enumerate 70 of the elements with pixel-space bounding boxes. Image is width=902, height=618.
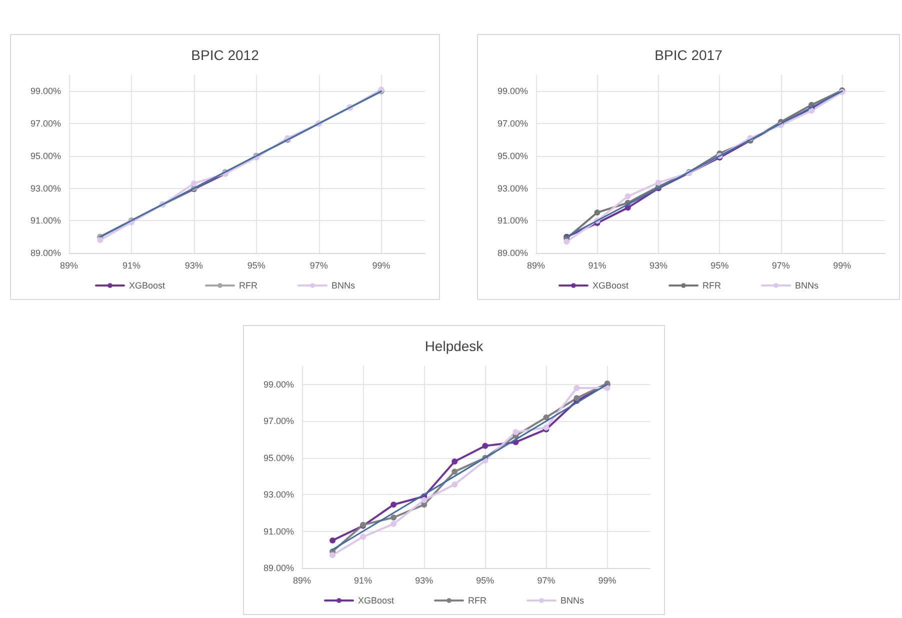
- legend-label: BNNs: [560, 596, 585, 606]
- point: [330, 552, 336, 558]
- point: [330, 537, 336, 544]
- y-tick-label: 95.00%: [497, 150, 528, 161]
- point: [452, 481, 458, 488]
- y-tick-label: 99.00%: [263, 379, 294, 390]
- legend-label: XGBoost: [128, 280, 166, 290]
- x-tick-label: 99%: [598, 576, 616, 586]
- point: [452, 468, 458, 475]
- y-tick-label: 97.00%: [30, 118, 61, 129]
- point: [655, 180, 662, 186]
- x-tick-label: 93%: [415, 576, 434, 586]
- y-tick-label: 93.00%: [263, 490, 294, 500]
- x-tick-label: 91%: [588, 260, 606, 270]
- y-tick-label: 89.00%: [30, 248, 61, 258]
- legend-label: XGBoost: [358, 596, 395, 606]
- x-tick-label: 97%: [772, 260, 790, 270]
- y-tick-label: 99.00%: [497, 86, 528, 96]
- x-tick-label: 95%: [710, 260, 729, 270]
- y-tick-label: 93.00%: [497, 183, 528, 194]
- point: [604, 385, 610, 392]
- chart-title: Helpdesk: [424, 338, 484, 354]
- x-tick-label: 97%: [537, 576, 556, 586]
- y-tick-label: 91.00%: [263, 526, 294, 536]
- point: [421, 497, 428, 504]
- legend-label: BNNs: [332, 280, 356, 290]
- y-tick-label: 89.00%: [497, 248, 528, 258]
- point: [97, 237, 104, 244]
- x-tick-label: 99%: [833, 260, 852, 270]
- x-tick-label: 99%: [372, 260, 390, 270]
- chart-title: BPIC 2012: [191, 47, 260, 63]
- point: [624, 193, 631, 200]
- point: [594, 210, 600, 216]
- point: [574, 395, 580, 402]
- point: [390, 520, 397, 527]
- y-tick-label: 95.00%: [263, 452, 294, 463]
- y-tick-label: 99.00%: [30, 86, 61, 96]
- x-tick-label: 89%: [526, 260, 546, 270]
- point: [574, 385, 580, 392]
- point: [452, 458, 458, 464]
- y-tick-label: 91.00%: [497, 216, 528, 226]
- y-tick-label: 97.00%: [263, 416, 294, 426]
- x-tick-label: 95%: [476, 576, 494, 586]
- y-tick-label: 95.00%: [30, 150, 61, 161]
- legend-label: RFR: [702, 280, 722, 290]
- x-tick-label: 97%: [310, 260, 328, 270]
- point: [543, 414, 550, 420]
- legend-label: XGBoost: [592, 280, 630, 290]
- legend-label: RFR: [468, 596, 488, 606]
- x-tick-label: 91%: [122, 260, 140, 270]
- x-tick-label: 93%: [649, 260, 668, 270]
- x-tick-label: 95%: [247, 260, 266, 270]
- point: [482, 442, 488, 449]
- x-tick-label: 93%: [184, 260, 203, 270]
- y-tick-label: 97.00%: [497, 118, 528, 129]
- x-tick-label: 89%: [60, 260, 78, 270]
- legend-label: RFR: [239, 280, 258, 290]
- y-tick-label: 91.00%: [30, 216, 61, 226]
- point: [512, 429, 519, 436]
- point: [190, 180, 197, 186]
- point: [390, 514, 397, 520]
- point: [390, 502, 397, 508]
- legend-label: BNNs: [795, 280, 820, 290]
- y-tick-label: 93.00%: [30, 183, 61, 194]
- x-tick-label: 89%: [292, 576, 312, 586]
- chart-title: BPIC 2017: [654, 47, 723, 63]
- x-tick-label: 91%: [354, 576, 372, 586]
- point: [564, 238, 570, 245]
- y-tick-label: 89.00%: [263, 563, 294, 573]
- point: [360, 534, 366, 540]
